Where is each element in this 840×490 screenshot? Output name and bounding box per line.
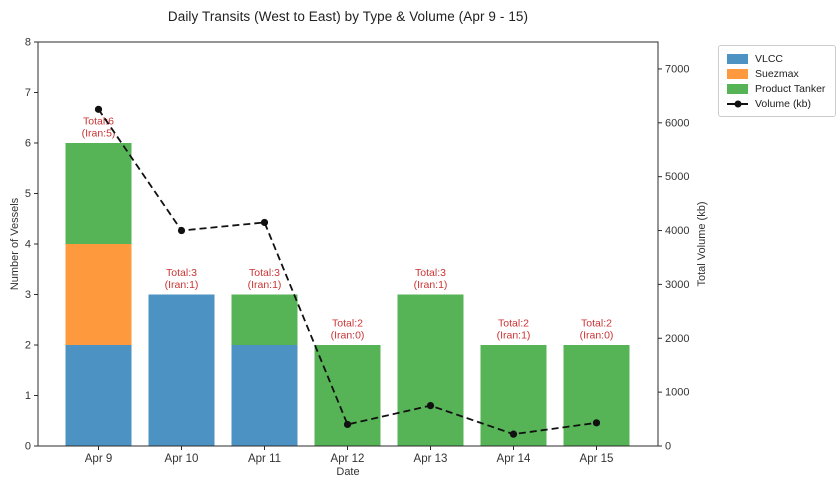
- y-tick-label-right: 4000: [665, 225, 689, 237]
- legend-item-product-tanker: Product Tanker: [727, 82, 826, 95]
- x-tick-label: Apr 12: [331, 453, 365, 465]
- y-tick-label-right: 6000: [665, 117, 689, 129]
- bar-segment-vlcc: [231, 345, 298, 446]
- x-tick-label: Apr 13: [414, 453, 448, 465]
- bar-annotation-iran: (Iran:1): [414, 279, 448, 291]
- y-tick-label-left: 2: [25, 340, 31, 352]
- y-tick-label-right: 0: [665, 441, 671, 453]
- volume-data-point: [509, 430, 518, 438]
- volume-data-point: [177, 226, 186, 235]
- y-tick-label-left: 8: [25, 37, 31, 49]
- suezmax-color-swatch: [727, 68, 748, 79]
- y-tick-label-right: 3000: [665, 279, 689, 291]
- y-tick-label-right: 1000: [665, 387, 689, 399]
- bar-annotation-total: Total:3: [249, 267, 280, 279]
- x-tick-label: Apr 9: [85, 453, 113, 465]
- bar-annotation-iran: (Iran:1): [248, 279, 282, 291]
- y-tick-label-right: 7000: [665, 63, 689, 75]
- volume-data-point: [592, 419, 601, 427]
- bar-annotation-iran: (Iran:0): [331, 330, 365, 342]
- x-tick-label: Apr 11: [248, 453, 281, 465]
- x-tick-label: Apr 10: [165, 453, 199, 465]
- legend-item-vlcc: VLCC: [727, 52, 825, 65]
- volume-data-point: [426, 402, 435, 410]
- y-tick-label-left: 4: [25, 239, 31, 251]
- bar-annotation-total: Total:2: [498, 318, 529, 330]
- bar-segment-vlcc: [65, 345, 132, 446]
- bar-segment-suezmax: [65, 244, 132, 345]
- bar-segment-vlcc: [148, 294, 215, 446]
- volume-data-point: [343, 420, 352, 429]
- y-tick-label-right: 2000: [665, 333, 689, 345]
- y-tick-label-left: 3: [25, 289, 31, 301]
- y-tick-label-left: 5: [25, 188, 31, 200]
- bar-segment-product-tanker: [397, 294, 464, 446]
- volume-data-point: [260, 218, 269, 227]
- y-tick-label-left: 7: [25, 87, 31, 99]
- x-tick-label: Apr 14: [497, 453, 531, 465]
- bar-annotation-iran: (Iran:5): [82, 128, 116, 140]
- legend-label: Suezmax: [755, 67, 799, 80]
- bar-segment-product-tanker: [65, 143, 132, 244]
- y-tick-label-left: 0: [25, 441, 31, 453]
- legend-label: Volume (kb): [755, 97, 812, 110]
- volume-dot-icon: [734, 100, 741, 107]
- y-axis-label-left: Number of Vessels: [9, 197, 21, 291]
- x-tick-label: Apr 15: [580, 453, 614, 465]
- bar-annotation-total: Total:3: [166, 267, 197, 279]
- bar-annotation-total: Total:2: [581, 318, 612, 330]
- legend-item-suezmax: Suezmax: [727, 67, 825, 80]
- legend-item-volume: Volume (kb): [727, 97, 825, 110]
- bar-segment-product-tanker: [231, 294, 298, 345]
- bar-annotation-total: Total:6: [83, 116, 114, 128]
- bar-segment-product-tanker: [563, 345, 630, 446]
- bar-annotation-iran: (Iran:1): [497, 330, 531, 342]
- x-axis-label: Date: [336, 466, 360, 478]
- volume-line-marker-icon: [727, 100, 748, 107]
- bar-annotation-total: Total:2: [332, 318, 363, 330]
- bar-annotation-iran: (Iran:0): [580, 330, 614, 342]
- y-tick-label-left: 1: [25, 390, 31, 402]
- y-axis-label-right: Total Volume (kb): [696, 201, 708, 287]
- legend-label: VLCC: [755, 52, 784, 65]
- chart-title: Daily Transits (West to East) by Type & …: [167, 9, 529, 24]
- product-tanker-color-swatch: [727, 83, 748, 94]
- y-tick-label-left: 6: [25, 138, 31, 150]
- bar-annotation-total: Total:3: [415, 267, 446, 279]
- bar-annotation-iran: (Iran:1): [165, 279, 199, 291]
- legend: VLCC Suezmax Product Tanker Volume (kb): [718, 45, 837, 117]
- bar-segment-product-tanker: [314, 345, 381, 446]
- y-tick-label-right: 5000: [665, 171, 689, 183]
- vlcc-color-swatch: [727, 53, 748, 64]
- volume-data-point: [94, 105, 103, 113]
- bar-segment-product-tanker: [480, 345, 547, 446]
- legend-label: Product Tanker: [755, 82, 826, 95]
